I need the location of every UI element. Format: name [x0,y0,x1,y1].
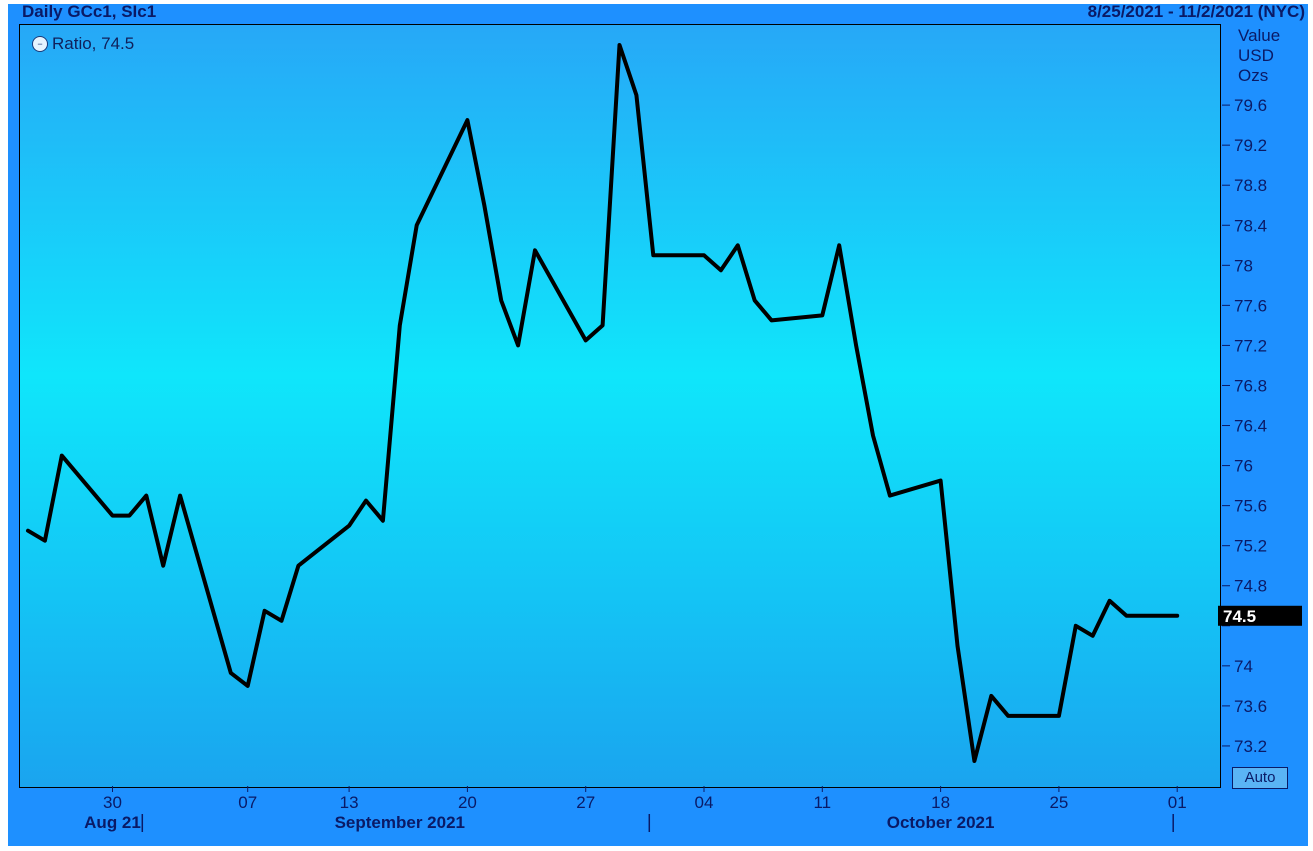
x-tick-label: 11 [813,793,831,812]
y-tick-label: 78.4 [1234,216,1267,235]
y-tick-label: 74 [1234,657,1253,676]
y-tick-label: 77.6 [1234,296,1267,315]
date-range: 8/25/2021 - 11/2/2021 (NYC) [1087,2,1305,21]
y-tick-label: 76 [1234,457,1253,476]
x-tick-label: 07 [238,793,257,812]
x-tick-label: 25 [1049,793,1068,812]
y-tick-label: 73.6 [1234,697,1267,716]
y-tick-label: 78 [1234,256,1253,275]
series-line-ratio [26,43,1180,763]
y-tick-label: 73.2 [1234,737,1267,756]
legend-toggle-icon[interactable]: − [32,36,48,52]
last-value-label: 74.5 [1223,607,1256,626]
y-tick-label: 75.6 [1234,497,1267,516]
x-tick-label: 01 [1168,793,1187,812]
x-tick-label: 13 [340,793,359,812]
month-label: September 2021 [335,813,465,832]
y-tick-label: 75.2 [1234,537,1267,556]
x-tick-label: 18 [931,793,950,812]
y-tick-label: 74.8 [1234,577,1267,596]
y-tick-label: 79.2 [1234,136,1267,155]
month-label: October 2021 [887,813,995,832]
unit-line-ozs: Ozs [1238,66,1269,85]
plot-area [19,24,1221,788]
y-tick-label: 78.8 [1234,176,1267,195]
month-label: Aug 21 [84,813,141,832]
chart-title: Daily GCc1, SIc1 [22,2,157,21]
auto-scale-button[interactable]: Auto [1232,767,1288,789]
legend[interactable]: − Ratio, 74.5 [32,34,134,54]
last-value-box [1218,605,1302,626]
x-tick-label: 30 [103,793,122,812]
legend-label: Ratio, 74.5 [52,34,135,53]
y-tick-label: 77.2 [1234,336,1267,355]
x-tick-label: 20 [458,793,477,812]
unit-line-value: Value [1238,26,1281,45]
y-axis-unit: Value USD Ozs [1238,26,1280,86]
y-tick-label: 76.4 [1234,417,1267,436]
y-tick-label: 76.8 [1234,376,1267,395]
unit-line-currency: USD [1238,46,1274,65]
y-tick-label: 79.6 [1234,96,1267,115]
x-tick-label: 27 [576,793,595,812]
x-tick-label: 04 [695,793,714,812]
